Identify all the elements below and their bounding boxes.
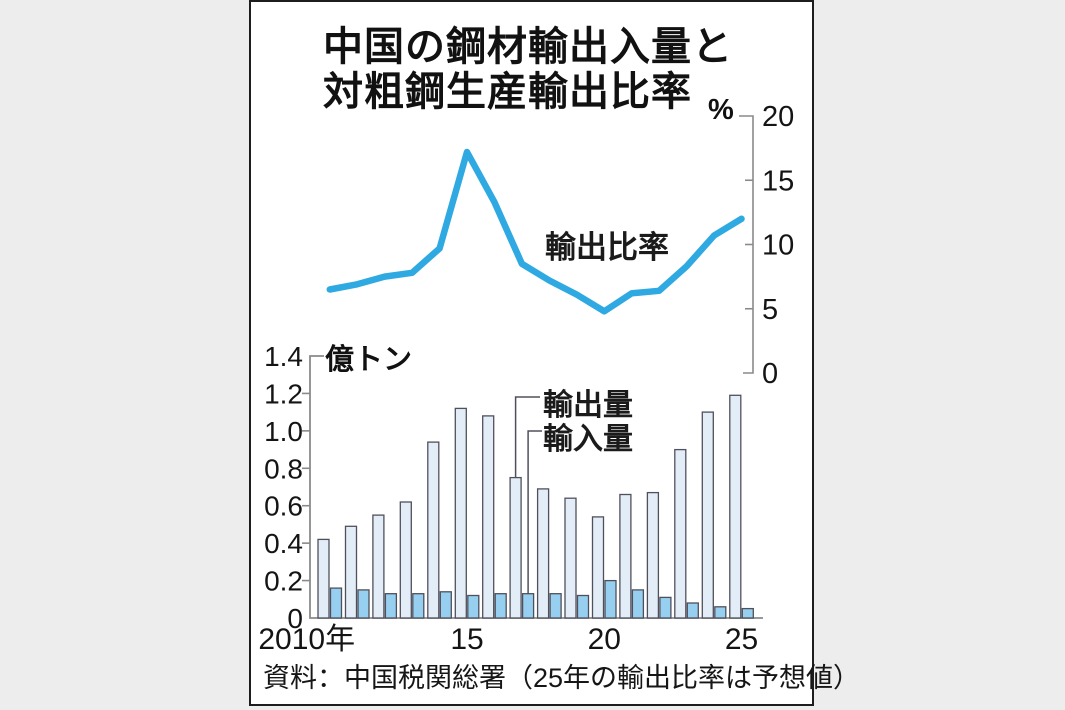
import-volume-bar [521,593,535,619]
export-volume-bar [701,411,714,619]
volume-axis-unit-label: 億トン [325,344,413,376]
percent-axis-tick-label: 10 [762,230,794,262]
export-volume-bar [372,514,385,619]
import-volume-bar [549,593,562,619]
import-legend-connector [527,430,542,594]
x-axis-year-label: 25 [725,623,758,656]
export-volume-legend-label: 輸出量 [543,389,633,422]
x-axis-year-label: 15 [450,623,483,656]
export-volume-bar [564,497,577,619]
volume-axis-tick-label: 1.4 [264,341,303,372]
volume-axis-tick-label: 0 [287,603,303,634]
export-volume-bar [729,394,742,619]
export-legend-connector [514,396,540,478]
import-volume-bar [329,587,343,619]
import-volume-bar [357,589,370,619]
import-volume-bar [439,591,452,619]
percent-axis-tick-label: 15 [762,165,794,197]
import-volume-bar [576,594,590,619]
export-volume-bar [399,501,412,619]
volume-axis-tick-label: 0.2 [264,566,303,597]
import-volume-bar [384,593,398,619]
import-volume-bar [412,593,425,619]
import-volume-bar [604,579,617,619]
export-volume-bar [317,538,330,619]
percent-axis-unit-label: % [708,94,734,126]
export-volume-bar [482,415,495,619]
import-volume-legend-label: 輸入量 [543,423,633,456]
import-volume-bar [494,593,507,619]
volume-axis-tick-label: 1.2 [264,378,303,409]
export-volume-bar [619,493,632,619]
chart-title-line2: 対粗鋼生産輸出比率 [323,70,692,114]
import-volume-bar [741,607,754,619]
source-note: 資料：中国税関総署（25年の輸出比率は予想値） [263,663,861,693]
export-ratio-series-label: 輸出比率 [545,230,669,265]
volume-axis-tick-label: 0.8 [264,453,303,484]
import-volume-bar [467,594,480,619]
percent-axis-tick-label: 20 [762,101,794,133]
percent-axis-tick-label: 5 [762,294,778,326]
volume-axis-tick-label: 0.4 [264,528,303,559]
export-volume-bar [454,407,467,619]
export-volume-bar [674,448,687,619]
export-volume-bar [344,525,358,619]
import-volume-bar [686,602,699,619]
export-ratio-line [326,148,745,315]
volume-axis [309,355,763,619]
volume-axis-tick-label: 1.0 [264,416,303,447]
export-volume-bar [646,491,660,619]
chart-panel: 中国の鋼材輸出入量と 対粗鋼生産輸出比率 % 輸出比率 億トン 輸出量 輸入量 … [249,0,860,706]
export-volume-bar [591,516,605,619]
chart-title-line1: 中国の鋼材輸出入量と [323,25,733,69]
percent-axis-tick-label: 0 [762,358,778,390]
export-volume-bar [427,441,440,619]
export-volume-bar [509,476,522,619]
x-axis-year-label: 2010年 [258,623,355,656]
volume-axis-tick-label: 0.6 [264,491,303,522]
import-volume-bar [659,596,672,619]
export-volume-bar [536,488,550,619]
import-volume-bar [714,606,727,619]
import-volume-bar [631,589,645,619]
x-axis-year-label: 20 [588,623,621,656]
